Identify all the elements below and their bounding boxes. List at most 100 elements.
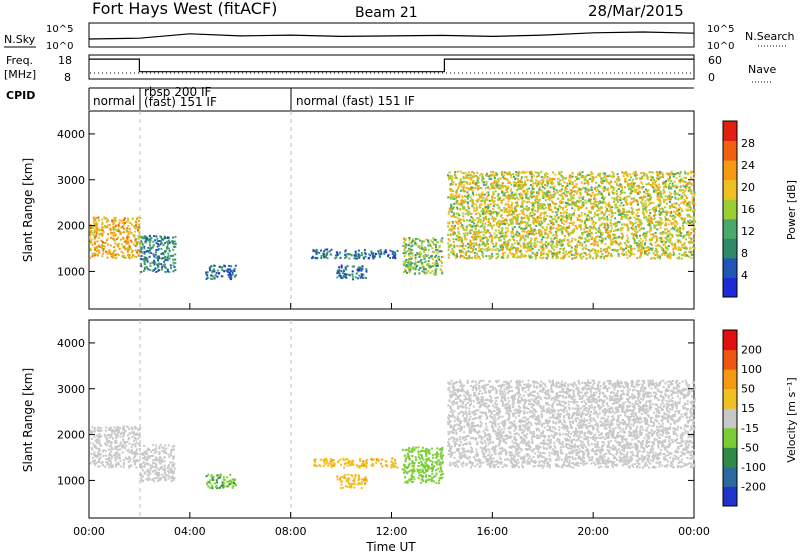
range-cell xyxy=(582,198,584,200)
range-cell xyxy=(504,210,506,212)
range-cell xyxy=(471,229,473,231)
range-cell xyxy=(412,240,414,242)
range-cell xyxy=(353,266,355,268)
range-cell xyxy=(590,195,592,197)
range-cell xyxy=(505,204,507,206)
range-cell xyxy=(516,240,518,242)
range-cell xyxy=(623,204,625,206)
range-cell xyxy=(96,229,98,231)
range-cell xyxy=(554,215,556,217)
range-cell xyxy=(447,196,449,198)
range-cell xyxy=(617,229,619,231)
range-cell xyxy=(167,253,169,255)
range-cell xyxy=(131,232,133,234)
range-cell xyxy=(616,225,618,227)
range-cell xyxy=(547,183,549,185)
range-cell xyxy=(473,203,475,205)
range-cell xyxy=(126,450,128,452)
range-cell xyxy=(157,243,159,245)
range-cell xyxy=(90,241,92,243)
range-cell xyxy=(594,212,596,214)
range-cell xyxy=(167,243,169,245)
range-cell xyxy=(471,213,473,215)
range-cell xyxy=(541,176,543,178)
range-cell xyxy=(361,252,363,254)
range-cell xyxy=(667,235,669,237)
range-cell xyxy=(664,206,666,208)
range-cell xyxy=(517,178,519,180)
range-cell xyxy=(167,241,169,243)
range-cell xyxy=(613,187,615,189)
range-cell xyxy=(435,269,437,271)
range-cell xyxy=(477,232,479,234)
range-cell xyxy=(427,239,429,241)
range-cell xyxy=(556,189,558,191)
range-cell xyxy=(581,232,583,234)
range-cell xyxy=(515,209,517,211)
range-cell xyxy=(693,191,695,193)
range-cell xyxy=(693,173,695,175)
range-cell xyxy=(499,223,501,225)
range-cell xyxy=(544,187,546,189)
range-cell xyxy=(479,205,481,207)
range-cell xyxy=(674,243,676,245)
range-cell xyxy=(604,223,606,225)
range-cell xyxy=(504,171,506,173)
range-cell xyxy=(529,231,531,233)
range-cell xyxy=(552,178,554,180)
range-cell xyxy=(546,257,548,259)
range-cell xyxy=(347,265,349,267)
range-cell xyxy=(471,257,473,259)
range-cell xyxy=(674,181,676,183)
range-cell xyxy=(477,186,479,188)
range-cell xyxy=(214,277,216,279)
range-cell xyxy=(586,234,588,236)
range-cell xyxy=(639,197,641,199)
range-cell xyxy=(682,218,684,220)
range-cell xyxy=(457,171,459,173)
range-cell xyxy=(684,235,686,237)
range-cell xyxy=(685,209,687,211)
range-cell xyxy=(160,248,162,250)
range-cell xyxy=(363,257,365,259)
range-cell xyxy=(532,182,534,184)
range-cell xyxy=(497,248,499,250)
range-cell xyxy=(406,272,408,274)
range-cell xyxy=(492,212,494,214)
range-cell xyxy=(149,269,151,271)
range-cell xyxy=(170,264,172,266)
range-cell xyxy=(573,214,575,216)
range-cell xyxy=(94,236,96,238)
range-cell xyxy=(603,198,605,200)
range-cell xyxy=(486,250,488,252)
range-cell xyxy=(612,249,614,251)
range-cell xyxy=(371,253,373,255)
range-cell xyxy=(464,238,466,240)
range-cell xyxy=(530,212,532,214)
range-cell xyxy=(432,258,434,260)
range-cell xyxy=(437,252,439,254)
range-cell xyxy=(684,252,686,254)
range-cell xyxy=(590,203,592,205)
range-cell xyxy=(441,272,443,274)
range-cell xyxy=(675,248,677,250)
range-cell xyxy=(550,238,552,240)
range-cell xyxy=(164,242,166,244)
range-cell xyxy=(380,253,382,255)
range-cell xyxy=(161,253,163,255)
range-cell xyxy=(461,190,463,192)
range-cell xyxy=(610,238,612,240)
range-cell xyxy=(557,217,559,219)
range-cell xyxy=(460,186,462,188)
range-cell xyxy=(618,244,620,246)
range-cell xyxy=(643,247,645,249)
range-cell xyxy=(502,256,504,258)
range-cell xyxy=(683,221,685,223)
range-cell xyxy=(550,222,552,224)
range-cell xyxy=(174,246,176,248)
range-cell xyxy=(617,210,619,212)
range-cell xyxy=(571,254,573,256)
range-cell xyxy=(497,178,499,180)
range-cell xyxy=(89,234,91,236)
range-cell xyxy=(457,187,459,189)
